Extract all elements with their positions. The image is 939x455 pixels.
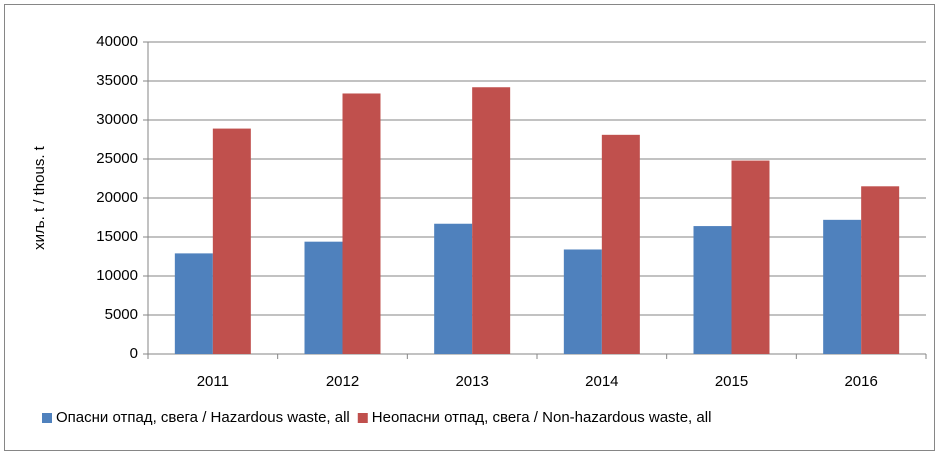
x-tick-label: 2011 [197,373,229,390]
bar [861,186,900,354]
bar [304,241,343,354]
x-tick-label: 2013 [455,373,488,390]
legend-label: Опасни отпад, свега / Hazardous waste, a… [56,409,350,426]
y-tick-label: 40000 [96,33,138,50]
y-tick-label: 20000 [96,189,138,206]
x-tick-label: 2014 [585,373,618,390]
bar [212,128,251,354]
legend-swatch [357,413,368,423]
x-tick-label: 2016 [844,373,877,390]
bar [472,87,511,355]
y-tick-label: 0 [130,345,138,362]
bar [563,249,602,354]
bar [174,253,213,354]
bar [601,134,640,354]
bar [434,223,473,354]
y-tick-label: 25000 [96,150,138,167]
y-tick-label: 15000 [96,228,138,245]
bar [731,160,770,354]
y-tick-label: 30000 [96,111,138,128]
bar [693,226,732,354]
legend-swatch [42,413,52,423]
y-tick-label: 5000 [105,306,138,323]
x-tick-label: 2012 [326,373,359,390]
y-tick-label: 10000 [96,267,138,284]
y-tick-label: 35000 [96,72,138,89]
y-axis-label: хиљ. t / thous. t [31,145,48,250]
bar [342,93,381,354]
bar [823,219,862,354]
x-tick-label: 2015 [715,373,748,390]
legend-label: Неопасни отпад, свега / Non-hazardous wa… [372,409,712,426]
